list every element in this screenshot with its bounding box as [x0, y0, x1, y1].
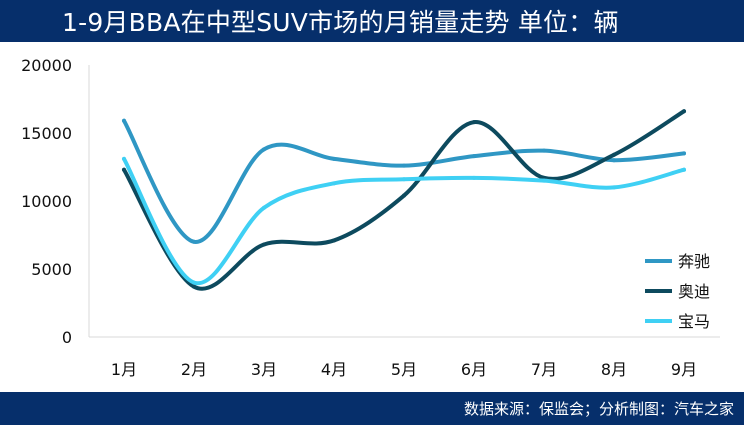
x-tick-label: 9月	[671, 360, 697, 379]
data-point	[472, 120, 476, 125]
line-chart: 0 5000 10000 15000 20000 1月 2月 3月 4月 5月 6月 7月 8月 9月 奔驰…	[21, 56, 720, 379]
data-point	[612, 152, 616, 157]
y-tick-label: 10000	[21, 192, 72, 211]
data-point	[122, 156, 126, 161]
data-point	[472, 175, 476, 180]
data-point	[472, 154, 476, 159]
data-point	[542, 148, 546, 153]
data-point	[402, 177, 406, 182]
y-tick-label: 0	[62, 328, 72, 347]
source-bar: 数据来源：保监会；分析制图：汽车之家	[0, 392, 744, 425]
data-point	[402, 163, 406, 168]
y-tick-label: 5000	[31, 260, 72, 279]
data-point	[682, 109, 686, 114]
x-tick-label: 3月	[251, 360, 277, 379]
data-point	[332, 156, 336, 161]
title-bar: 1-9月BBA在中型SUV市场的月销量走势 单位：辆	[0, 0, 744, 42]
data-point	[262, 147, 266, 152]
data-point	[122, 167, 126, 172]
x-tick-label: 8月	[601, 360, 627, 379]
data-point	[682, 151, 686, 156]
data-point	[192, 280, 196, 285]
x-tick-label: 2月	[181, 360, 207, 379]
x-tick-label: 6月	[461, 360, 487, 379]
y-tick-label: 20000	[21, 56, 72, 75]
data-point	[682, 167, 686, 172]
data-point	[332, 238, 336, 243]
data-point	[402, 193, 406, 198]
chart-title: 1-9月BBA在中型SUV市场的月销量走势 单位：辆	[62, 8, 619, 37]
data-point	[262, 242, 266, 247]
data-point	[192, 284, 196, 289]
y-tick-label: 15000	[21, 124, 72, 143]
legend-label: 奔驰	[678, 252, 710, 271]
series-line	[122, 109, 686, 291]
legend-label: 奥迪	[678, 282, 710, 301]
data-point	[122, 118, 126, 123]
data-point	[612, 158, 616, 163]
x-tick-label: 4月	[321, 360, 347, 379]
x-tick-label: 7月	[531, 360, 557, 379]
x-tick-label: 1月	[111, 360, 137, 379]
x-tick-label: 5月	[391, 360, 417, 379]
legend-label: 宝马	[678, 312, 710, 331]
data-point	[542, 178, 546, 183]
data-point	[262, 205, 266, 210]
data-point	[612, 185, 616, 190]
data-point	[192, 239, 196, 244]
source-note: 数据来源：保监会；分析制图：汽车之家	[463, 400, 734, 418]
series-line	[122, 118, 686, 244]
data-point	[332, 181, 336, 186]
